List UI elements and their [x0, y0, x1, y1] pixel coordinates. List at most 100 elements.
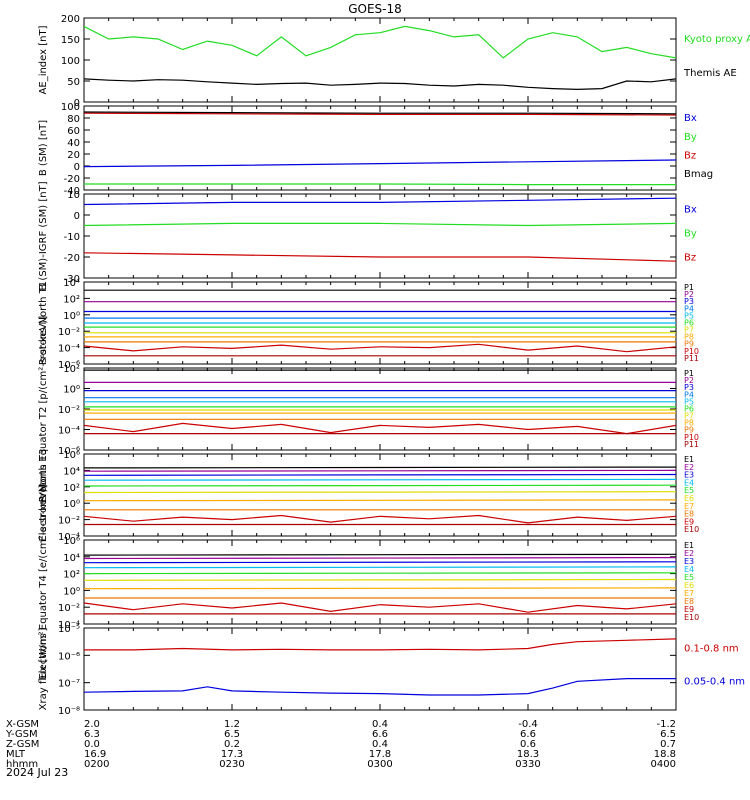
legend-entry: P2 — [684, 290, 694, 299]
series-line-e2 — [84, 469, 676, 472]
y-axis-label: B (SM)-IGRF (SM) [nT] — [38, 181, 49, 290]
legend-entry: Kyoto proxy AE — [684, 34, 750, 45]
legend-entry: E7 — [684, 502, 694, 511]
y-tick-label: 10⁻⁵ — [58, 624, 80, 635]
y-tick-label: -20 — [64, 174, 80, 185]
ephem-value: 17.3 — [221, 749, 243, 760]
series-group — [84, 553, 676, 615]
y-tick-label: 10⁻⁴ — [58, 426, 80, 437]
y-tick-label: 10⁰ — [63, 586, 80, 597]
legend-entry: E1 — [684, 455, 694, 464]
ephem-value: 0.4 — [372, 739, 388, 750]
legend-entry: P7 — [684, 326, 694, 335]
series-group — [84, 197, 676, 262]
legend-entry: P6 — [684, 404, 694, 413]
ephem-value: 6.6 — [520, 729, 536, 740]
series-line-by — [84, 222, 676, 227]
y-tick-label: -40 — [64, 186, 80, 197]
y-tick-label: 10⁰ — [63, 499, 80, 510]
y-tick-label: 10⁻⁴ — [58, 344, 80, 355]
ephem-value: 0.6 — [520, 739, 536, 750]
y-tick-label: 10 — [67, 190, 80, 201]
ephem-value: 0230 — [219, 759, 244, 770]
legend-entry: E5 — [684, 573, 694, 582]
series-line-e6 — [84, 578, 676, 581]
legend-entry: Bz — [684, 252, 696, 263]
legend-entry: By — [684, 132, 697, 143]
series-line-e1 — [84, 553, 676, 556]
panel-8: 10⁻⁸ 10⁻⁷ 10⁻⁶ 10⁻⁵ Xray flux [W/m²] 0.1-0.8 … — [38, 624, 745, 717]
legend-entry: E7 — [684, 589, 694, 598]
y-tick-label: 200 — [61, 14, 80, 25]
panel-frame — [83, 539, 677, 625]
series-line-p10 — [84, 343, 676, 353]
y-tick-label: 10² — [63, 294, 80, 305]
ephem-row-label: MLT — [6, 749, 26, 760]
series-line-e9 — [84, 514, 676, 524]
y-axis-label: AE_index [nT] — [38, 25, 49, 94]
y-tick-label: 80 — [67, 114, 80, 125]
legend-entry: P5 — [684, 397, 694, 406]
y-tick-label: 150 — [61, 35, 80, 46]
y-axis-label: Xray flux [W/m²] — [38, 628, 49, 711]
series-group — [84, 369, 676, 435]
panel-frame — [83, 627, 677, 711]
y-tick-label: 10⁰ — [63, 385, 80, 396]
y-tick-label: 10⁻² — [58, 516, 80, 527]
y-tick-label: 0 — [74, 98, 80, 109]
ephem-value: 18.8 — [654, 749, 676, 760]
ephem-value: 0330 — [515, 759, 540, 770]
series-line-0-05-0-4-nm — [84, 677, 676, 696]
legend-entry: P11 — [684, 354, 699, 363]
y-tick-label: 10⁴ — [63, 278, 80, 289]
series-line-bx — [84, 197, 676, 206]
ephem-value: 0200 — [84, 759, 109, 770]
ephem-value: -1.2 — [656, 719, 676, 730]
y-axis-label: Electrons Equator T4 [e/(cm²-s-sr-keV)] — [38, 484, 49, 679]
legend-entry: E2 — [684, 549, 694, 558]
legend-entry: P11 — [684, 440, 699, 449]
series-line-e5 — [84, 572, 676, 575]
legend-entry: Themis AE — [683, 68, 737, 79]
panel-frame — [83, 367, 677, 451]
legend-entry: E9 — [684, 517, 694, 526]
ephem-value: 0.4 — [372, 719, 388, 730]
y-axis-label: B (SM) [nT] — [38, 120, 49, 176]
ephem-value: 0300 — [367, 759, 392, 770]
legend-entry: P4 — [684, 304, 694, 313]
legend-entry: Bx — [684, 113, 697, 124]
y-tick-label: 10⁻² — [58, 603, 80, 614]
series-line-kyoto-proxy-ae — [84, 25, 676, 59]
series-line-e5 — [84, 484, 676, 487]
legend-entry: P9 — [684, 340, 694, 349]
ephem-value: -0.4 — [518, 719, 538, 730]
series-line-e3 — [84, 473, 676, 476]
legend-entry: Bz — [684, 151, 696, 162]
y-tick-label: 10⁻⁴ — [58, 620, 80, 631]
legend-entry: E3 — [684, 557, 694, 566]
legend-entry: P3 — [684, 383, 694, 392]
series-line-bz — [84, 252, 676, 262]
legend-entry: P6 — [684, 318, 694, 327]
panel-6: 10⁻⁴ 10⁻² 10⁰ 10² 10⁴ 10⁶ Electrons North T3 E1… — [38, 448, 699, 543]
legend-entry: P3 — [684, 297, 694, 306]
panel-3: -30 -20 -10 0 10 B (SM)-IGRF (SM) [nT] Bx By Bz — [38, 181, 697, 290]
series-line-e1 — [84, 466, 676, 469]
legend-entry: E10 — [684, 613, 699, 622]
legend-entry: E10 — [684, 525, 699, 534]
y-tick-label: 10⁶ — [63, 536, 80, 547]
ephem-value: 6.3 — [84, 729, 100, 740]
y-tick-label: 40 — [67, 138, 80, 149]
legend-entry: P2 — [684, 376, 694, 385]
ephem-value: 0.7 — [660, 739, 676, 750]
y-tick-label: 10⁻² — [58, 405, 80, 416]
ephem-value: 1.2 — [224, 719, 240, 730]
y-tick-label: 10⁰ — [63, 311, 80, 322]
panel-1: 0 50 100 150 200 AE_index [nT] Kyoto proxy AE T… — [38, 14, 750, 109]
legend-entry: E8 — [684, 597, 694, 606]
ephemeris-table: X-GSM 2.0 1.2 0.4 -0.4 -1.2 Y-GSM 6.3 6.5 6.6 6.6 6… — [5, 719, 676, 770]
y-tick-label: 0 — [74, 162, 80, 173]
legend-entry: E4 — [684, 478, 694, 487]
y-tick-label: 20 — [67, 150, 80, 161]
